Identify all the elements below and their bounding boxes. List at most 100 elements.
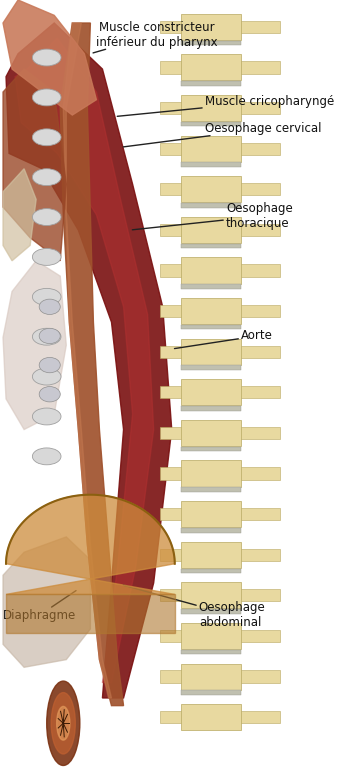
Bar — [181, 663, 241, 690]
Polygon shape — [15, 38, 154, 683]
Ellipse shape — [32, 129, 61, 146]
Bar — [181, 366, 241, 370]
Bar — [160, 183, 181, 196]
Ellipse shape — [39, 299, 60, 314]
Bar — [160, 426, 181, 439]
Ellipse shape — [32, 408, 61, 425]
Bar — [181, 217, 241, 243]
Bar — [181, 420, 241, 446]
Bar — [160, 386, 181, 398]
Text: Oesophage
abdominal: Oesophage abdominal — [123, 585, 266, 629]
Bar — [181, 258, 241, 284]
Bar — [181, 163, 241, 167]
Bar — [160, 21, 181, 33]
Bar — [181, 609, 241, 614]
Bar — [181, 285, 241, 289]
Bar — [181, 203, 241, 208]
Bar — [181, 81, 241, 86]
Polygon shape — [6, 23, 172, 698]
Text: Oesophage
thoracique: Oesophage thoracique — [132, 202, 293, 230]
Bar — [160, 102, 181, 114]
Circle shape — [57, 706, 70, 740]
Bar — [181, 690, 241, 695]
Bar — [181, 54, 241, 81]
Polygon shape — [3, 261, 66, 430]
Bar — [160, 305, 181, 318]
Polygon shape — [3, 0, 96, 115]
Bar — [241, 670, 280, 683]
Bar — [160, 630, 181, 642]
Bar — [241, 61, 280, 74]
Bar — [160, 61, 181, 74]
Bar — [241, 589, 280, 601]
Polygon shape — [6, 495, 175, 594]
Bar — [181, 460, 241, 486]
Polygon shape — [6, 594, 175, 633]
Bar — [160, 589, 181, 601]
Bar — [241, 183, 280, 196]
Bar — [181, 446, 241, 451]
Bar — [241, 143, 280, 155]
Bar — [160, 508, 181, 520]
Text: Aorte: Aorte — [175, 330, 273, 348]
Bar — [181, 568, 241, 573]
Bar — [181, 176, 241, 202]
Ellipse shape — [39, 357, 60, 373]
Bar — [241, 102, 280, 114]
Bar — [181, 501, 241, 527]
Bar — [241, 630, 280, 642]
Text: Muscle constricteur
inférieur du pharynx: Muscle constricteur inférieur du pharynx — [93, 21, 217, 53]
Ellipse shape — [39, 328, 60, 344]
Polygon shape — [3, 69, 66, 261]
Bar — [181, 623, 241, 649]
Bar — [181, 339, 241, 365]
Bar — [181, 122, 241, 127]
Polygon shape — [63, 23, 111, 698]
Ellipse shape — [32, 89, 61, 106]
Ellipse shape — [32, 169, 61, 186]
Bar — [241, 265, 280, 277]
Ellipse shape — [32, 209, 61, 225]
Ellipse shape — [32, 368, 61, 385]
Bar — [241, 224, 280, 236]
Ellipse shape — [32, 249, 61, 265]
Bar — [160, 143, 181, 155]
Bar — [181, 487, 241, 492]
Bar — [160, 670, 181, 683]
Polygon shape — [60, 23, 124, 706]
Bar — [241, 346, 280, 358]
Bar — [181, 582, 241, 608]
Bar — [241, 305, 280, 318]
Bar — [160, 224, 181, 236]
Bar — [181, 95, 241, 121]
Bar — [241, 426, 280, 439]
Polygon shape — [3, 537, 90, 667]
Bar — [181, 325, 241, 330]
Bar — [181, 406, 241, 410]
Text: Diaphragme: Diaphragme — [3, 591, 76, 621]
Bar — [181, 244, 241, 249]
Bar — [181, 14, 241, 40]
Bar — [181, 41, 241, 45]
Bar — [241, 711, 280, 723]
Bar — [181, 704, 241, 730]
Bar — [181, 528, 241, 532]
Bar — [241, 21, 280, 33]
Text: Muscle cricopharyngé: Muscle cricopharyngé — [117, 95, 334, 117]
Bar — [241, 548, 280, 561]
Ellipse shape — [32, 448, 61, 465]
Bar — [241, 386, 280, 398]
Ellipse shape — [32, 49, 61, 66]
Bar — [181, 298, 241, 324]
Bar — [160, 711, 181, 723]
Ellipse shape — [32, 328, 61, 345]
Bar — [160, 346, 181, 358]
Bar — [241, 467, 280, 479]
Text: Oesophage cervical: Oesophage cervical — [123, 123, 322, 147]
Bar — [160, 467, 181, 479]
Bar — [181, 650, 241, 654]
Bar — [241, 508, 280, 520]
Bar — [181, 136, 241, 162]
Bar — [181, 379, 241, 405]
Bar — [181, 542, 241, 568]
